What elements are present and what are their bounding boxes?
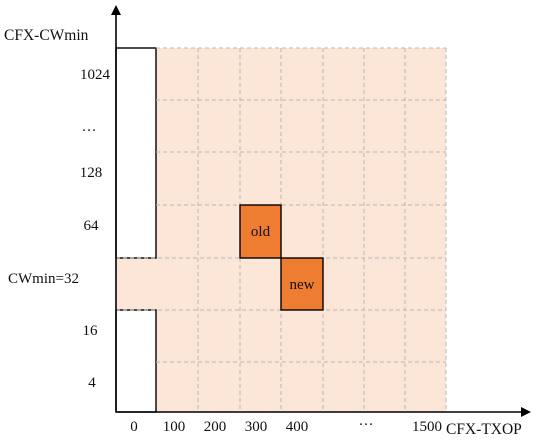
old-cell [239,204,282,259]
x-tick-300: 300 [245,419,268,435]
x-tick-200: 200 [204,419,227,435]
x-tick-400: 400 [286,419,309,435]
new-cell [280,257,324,311]
y-axis-title: CFX-CWmin [4,27,89,44]
y-tick-4: 4 [88,375,96,391]
y-tick-1024: 1024 [80,67,111,83]
x-tick-0: 0 [130,419,138,435]
x-tick-1500: 1500 [412,419,442,435]
x-tick-ellipsis: … [359,413,374,429]
y-tick-16: 16 [83,323,99,339]
white-column-lower [115,309,157,413]
x-tick-100: 100 [163,419,186,435]
y-tick-128: 128 [80,165,103,181]
y-tick-ellipsis: … [82,119,97,135]
x-axis-title: CFX-TXOP [446,421,522,438]
new-cell-label: new [290,277,315,293]
y-tick-64: 64 [84,218,100,234]
white-column-upper [115,47,157,259]
y-tick-cwmin32: CWmin=32 [8,271,79,287]
old-cell-label: old [251,224,271,240]
